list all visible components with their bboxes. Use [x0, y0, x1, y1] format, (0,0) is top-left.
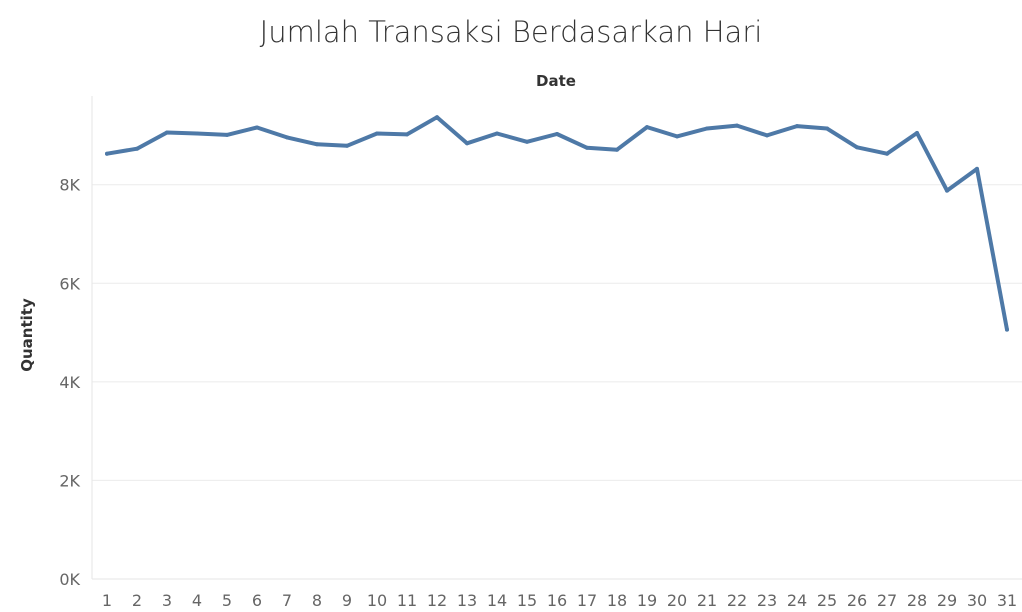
x-tick-label: 18: [607, 591, 627, 610]
x-tick-label: 6: [252, 591, 262, 610]
series: [105, 115, 1009, 332]
x-tick-label: 12: [427, 591, 447, 610]
x-tick-label: 24: [787, 591, 807, 610]
y-tick-label: 0K: [59, 570, 80, 589]
data-point: [855, 145, 859, 150]
data-point: [105, 151, 109, 156]
x-tick-label: 21: [697, 591, 717, 610]
x-tick-label: 3: [162, 591, 172, 610]
x-tick-label: 30: [967, 591, 987, 610]
data-point: [795, 124, 799, 129]
data-point: [945, 188, 949, 193]
x-tick-label: 25: [817, 591, 837, 610]
data-point: [405, 132, 409, 137]
data-point: [225, 132, 229, 137]
series-line: [105, 115, 1009, 332]
x-axis-title: Date: [536, 72, 576, 90]
data-point: [825, 126, 829, 131]
data-point: [615, 147, 619, 152]
x-tick-label: 8: [312, 591, 322, 610]
data-point: [735, 123, 739, 128]
data-point: [765, 133, 769, 138]
y-axis-title: Quantity: [18, 298, 36, 372]
data-point: [975, 166, 979, 171]
data-point: [195, 131, 199, 136]
x-tick-label: 19: [637, 591, 657, 610]
x-tick-label: 15: [517, 591, 537, 610]
x-tick-label: 28: [907, 591, 927, 610]
x-tick-label: 4: [192, 591, 202, 610]
data-point: [495, 131, 499, 136]
x-tick-label: 14: [487, 591, 507, 610]
x-tick-label: 2: [132, 591, 142, 610]
data-point: [645, 125, 649, 130]
x-tick-label: 17: [577, 591, 597, 610]
x-tick-label: 5: [222, 591, 232, 610]
data-point: [435, 115, 439, 120]
data-point: [135, 146, 139, 151]
x-tick-label: 27: [877, 591, 897, 610]
x-tick-label: 10: [367, 591, 387, 610]
axes: [91, 96, 1022, 580]
y-tick-labels: 0K 2K 4K 6K 8K: [59, 176, 80, 589]
x-tick-label: 11: [397, 591, 417, 610]
data-point: [345, 143, 349, 148]
x-tick-label: 31: [997, 591, 1017, 610]
data-point: [465, 141, 469, 146]
data-point: [255, 125, 259, 130]
x-tick-label: 20: [667, 591, 687, 610]
x-tick-label: 13: [457, 591, 477, 610]
x-tick-label: 7: [282, 591, 292, 610]
data-point: [555, 132, 559, 136]
y-tick-label: 8K: [59, 176, 80, 195]
y-tick-label: 4K: [59, 373, 80, 392]
data-point: [885, 151, 889, 156]
data-point: [705, 126, 709, 131]
chart-title: Jumlah Transaksi Berdasarkan Hari: [260, 15, 763, 49]
y-tick-label: 6K: [59, 274, 80, 293]
x-tick-label: 16: [547, 591, 567, 610]
x-tick-label: 22: [727, 591, 747, 610]
x-tick-label: 23: [757, 591, 777, 610]
data-point: [915, 131, 919, 135]
data-point: [285, 135, 289, 140]
data-point: [585, 145, 589, 150]
data-point: [165, 130, 169, 135]
x-tick-label: 26: [847, 591, 867, 610]
data-point: [675, 134, 679, 139]
x-tick-label: 1: [102, 591, 112, 610]
x-tick-labels: 1 2 3 4 5 6 7 8 9 10 11 12 13 14 15 16 17 18 19 20 21 22 23 24 2…: [102, 591, 1017, 610]
data-point: [525, 139, 529, 144]
data-point: [375, 131, 379, 136]
data-point: [1005, 327, 1009, 332]
y-tick-label: 2K: [59, 471, 80, 490]
x-tick-label: 29: [937, 591, 957, 610]
gridlines: [92, 184, 1022, 481]
data-point: [315, 142, 319, 147]
x-tick-label: 9: [342, 591, 352, 610]
